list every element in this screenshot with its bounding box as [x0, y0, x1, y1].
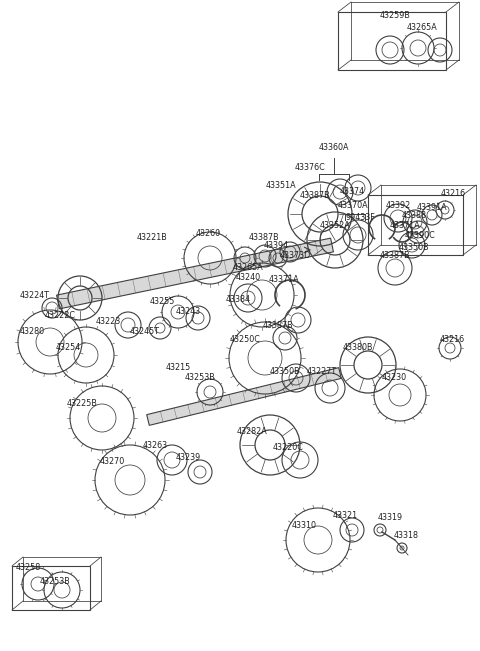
Text: 43319: 43319	[377, 514, 403, 523]
Text: 43282A: 43282A	[237, 428, 267, 437]
Text: 99433F: 99433F	[345, 214, 375, 223]
Text: 43250C: 43250C	[229, 335, 261, 344]
Text: 43371A: 43371A	[390, 221, 420, 230]
Text: 43280: 43280	[19, 327, 45, 337]
Text: 43253B: 43253B	[40, 577, 71, 587]
Text: 43225B: 43225B	[67, 400, 97, 408]
Text: 43270: 43270	[99, 458, 125, 467]
Text: 43223: 43223	[96, 318, 120, 327]
Text: 43373D: 43373D	[279, 251, 311, 260]
Text: 43387B: 43387B	[300, 191, 330, 201]
Text: 43387B: 43387B	[380, 251, 410, 260]
Text: 43390C: 43390C	[405, 230, 435, 240]
Text: 43394: 43394	[264, 242, 288, 251]
Text: 43350B: 43350B	[270, 368, 300, 376]
Bar	[12, 566, 90, 610]
Text: 43360A: 43360A	[319, 143, 349, 152]
Text: 43321: 43321	[333, 510, 358, 519]
Text: 43374: 43374	[339, 187, 365, 197]
Text: 43350B: 43350B	[399, 243, 429, 253]
Text: 43318: 43318	[394, 531, 419, 540]
Text: 43380B: 43380B	[343, 344, 373, 352]
Text: 43255: 43255	[149, 298, 175, 307]
Text: 43376C: 43376C	[295, 163, 325, 171]
Text: 43227T: 43227T	[307, 368, 337, 376]
Text: 43259B: 43259B	[380, 10, 410, 20]
Text: 43265A: 43265A	[407, 23, 437, 33]
Text: 43245T: 43245T	[130, 327, 160, 337]
Text: 43392: 43392	[385, 202, 410, 210]
Text: 43387B: 43387B	[249, 232, 279, 242]
Text: 43216: 43216	[439, 335, 465, 344]
Text: 43254: 43254	[55, 344, 81, 352]
Text: 43371A: 43371A	[269, 275, 300, 284]
Text: 43352A: 43352A	[320, 221, 350, 230]
Text: 43224T: 43224T	[20, 290, 50, 299]
Text: 43263: 43263	[143, 441, 168, 449]
Text: 43265A: 43265A	[233, 264, 264, 273]
Text: 43215: 43215	[166, 363, 191, 372]
Text: 43239: 43239	[175, 454, 201, 462]
Text: 43220C: 43220C	[273, 443, 303, 452]
Text: 43222C: 43222C	[45, 311, 75, 320]
Bar	[338, 12, 446, 70]
Text: 43243: 43243	[175, 307, 201, 316]
Text: 43230: 43230	[382, 374, 407, 383]
Text: 43240: 43240	[235, 273, 261, 283]
Text: 43384: 43384	[226, 296, 251, 305]
Polygon shape	[147, 368, 341, 425]
Text: 43221B: 43221B	[137, 234, 168, 243]
Text: 43388: 43388	[401, 212, 427, 221]
Bar	[368, 195, 463, 255]
Text: 43370A: 43370A	[338, 201, 368, 210]
Text: 43260: 43260	[195, 230, 221, 238]
Polygon shape	[57, 238, 334, 309]
Text: 43387B: 43387B	[263, 320, 293, 329]
Text: 43216: 43216	[441, 189, 466, 199]
Text: 43258: 43258	[15, 564, 41, 572]
Text: 43391A: 43391A	[417, 204, 447, 212]
Text: 43351A: 43351A	[266, 182, 296, 191]
Text: 43253B: 43253B	[185, 374, 216, 383]
Text: 43310: 43310	[291, 521, 316, 529]
